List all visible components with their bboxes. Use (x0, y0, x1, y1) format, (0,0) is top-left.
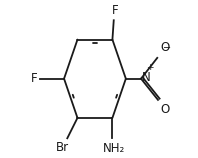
Text: NH₂: NH₂ (103, 142, 125, 155)
Text: +: + (146, 63, 153, 72)
Text: O: O (160, 41, 169, 54)
Text: F: F (112, 4, 118, 17)
Text: F: F (31, 72, 38, 85)
Text: O: O (160, 103, 169, 116)
Text: −: − (163, 43, 171, 53)
Text: N: N (142, 71, 150, 84)
Text: Br: Br (56, 141, 69, 154)
